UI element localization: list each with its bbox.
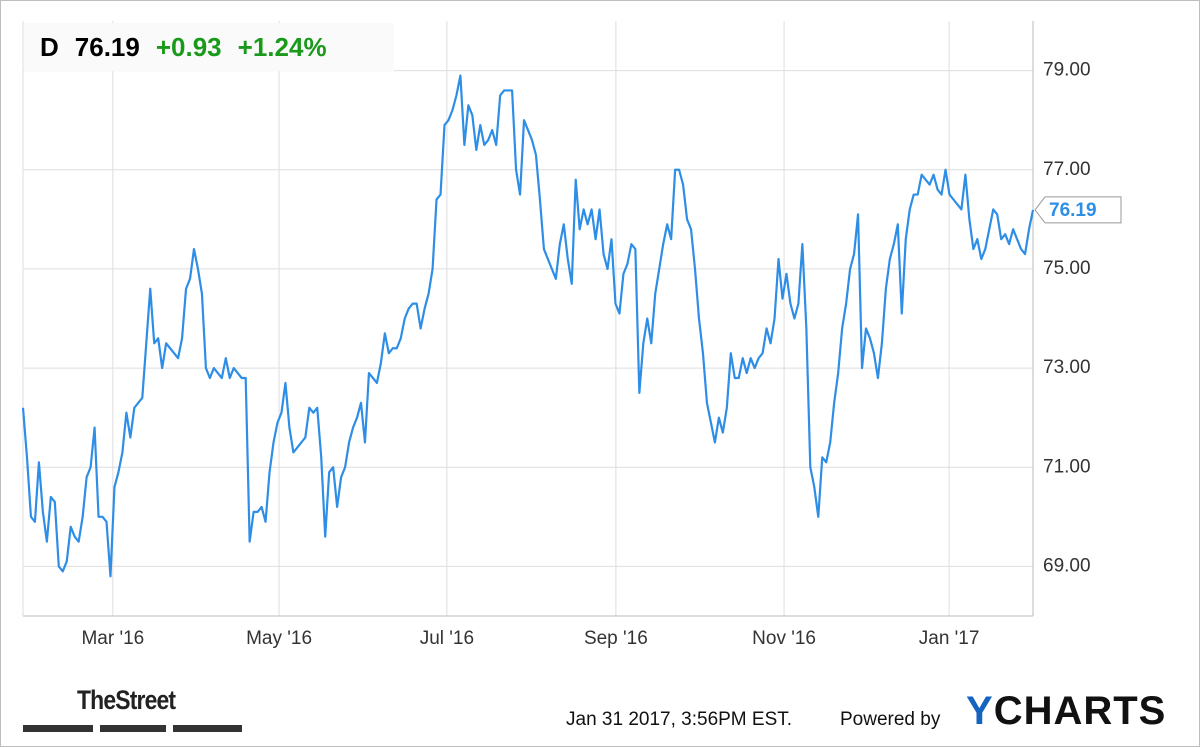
thestreet-logo: TheStreet [77, 685, 176, 715]
y-tick-label: 71.00 [1043, 456, 1091, 477]
plot-area [23, 21, 1033, 616]
quote-header: D 76.19 +0.93 +1.24% [24, 23, 394, 71]
x-tick-label: Jan '17 [919, 628, 980, 649]
y-tick-label: 77.00 [1043, 159, 1091, 180]
y-tick-label: 73.00 [1043, 357, 1091, 378]
logo-bar [23, 725, 93, 732]
powered-by: Powered by [840, 709, 941, 730]
timestamp: Jan 31 2017, 3:56PM EST. [566, 709, 793, 730]
y-tick-label: 69.00 [1043, 555, 1091, 576]
change-pct: +1.24% [237, 31, 327, 62]
ycharts-logo: YCHARTS [966, 689, 1167, 733]
x-tick-label: Nov '16 [752, 628, 816, 649]
last-value-callout [1034, 196, 1122, 224]
price-line [21, 74, 1035, 578]
symbol: D [40, 31, 59, 62]
x-tick-label: Jul '16 [420, 628, 474, 649]
logo-bar [173, 725, 242, 732]
y-tick-label: 79.00 [1043, 60, 1091, 81]
x-tick-label: Mar '16 [81, 628, 144, 649]
logo-bar [100, 725, 166, 732]
y-tick-label: 75.00 [1043, 258, 1091, 279]
x-tick-label: Sep '16 [584, 628, 648, 649]
price: 76.19 [74, 31, 140, 62]
last-value-label: 76.19 [1049, 200, 1097, 221]
change: +0.93 [155, 31, 222, 62]
x-tick-label: May '16 [246, 628, 312, 649]
